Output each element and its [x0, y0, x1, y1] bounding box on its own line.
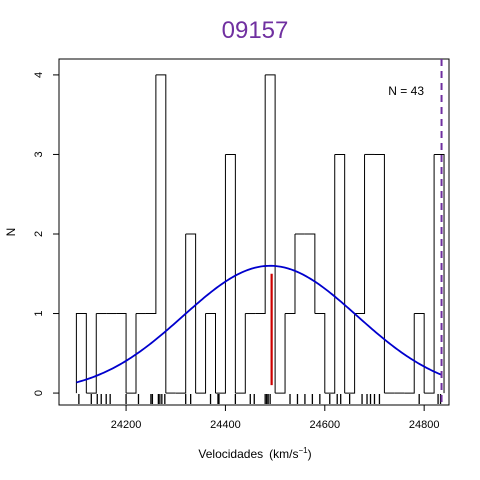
histogram-bin [314, 313, 326, 394]
gaussian-fit-curve [76, 264, 442, 384]
histogram-bin [126, 313, 137, 394]
x-axis-label-text: Velocidades [198, 447, 263, 461]
y-tick-label: 3 [33, 151, 45, 157]
histogram-bin [285, 233, 296, 315]
x-axis-label-close: ) [308, 447, 312, 461]
histogram-bin [255, 74, 266, 315]
histogram-bin [275, 313, 286, 394]
y-tick-label: 0 [33, 390, 45, 396]
x-axis-label-exponent: −1 [298, 446, 308, 455]
histogram-bin [215, 154, 226, 394]
x-tick-label: 24600 [309, 419, 340, 431]
histogram-bin [195, 313, 207, 394]
histogram-bin [334, 153, 346, 394]
histogram-outline [75, 74, 445, 394]
histogram-bin [354, 154, 366, 315]
histogram-bin [324, 154, 336, 394]
histogram-bin [185, 233, 197, 394]
histogram-bin [225, 153, 236, 394]
x-axis-label-units: (km/s [269, 447, 298, 461]
histogram-bin [265, 74, 276, 394]
histogram-bin [404, 313, 415, 394]
histogram-bin [116, 313, 127, 394]
x-tick-label: 24400 [210, 419, 241, 431]
histogram-bin [374, 153, 385, 394]
x-axis: 24200 24400 24600 24800 [111, 405, 440, 431]
y-tick-label: 1 [33, 310, 45, 316]
y-tick-label: 2 [33, 231, 45, 237]
sample-size-annotation: N = 43 [388, 84, 424, 98]
histogram-bin [434, 153, 445, 394]
histogram-bin [344, 313, 356, 394]
histogram-bin [155, 74, 167, 394]
x-axis-label: Velocidades (km/s−1) [198, 446, 311, 461]
y-tick-label: 4 [33, 72, 45, 78]
x-tick-label: 24200 [111, 419, 142, 431]
histogram-bin [235, 313, 246, 394]
rug-ticks [78, 394, 442, 404]
chart-title: 09157 [222, 17, 289, 44]
histogram-bin [205, 313, 216, 394]
y-axis: 0 1 2 3 4 [33, 72, 59, 396]
histogram-bin [424, 154, 435, 394]
histogram-bin [175, 233, 187, 394]
histogram-bin [75, 313, 87, 394]
plot-frame [58, 58, 450, 406]
histogram-bin [304, 233, 316, 314]
x-tick-label: 24800 [409, 419, 440, 431]
overlays [76, 59, 443, 405]
histogram-bin [414, 313, 425, 394]
histogram-bin [145, 74, 157, 315]
y-axis-label: N [4, 228, 18, 237]
histogram-bin [86, 313, 97, 394]
